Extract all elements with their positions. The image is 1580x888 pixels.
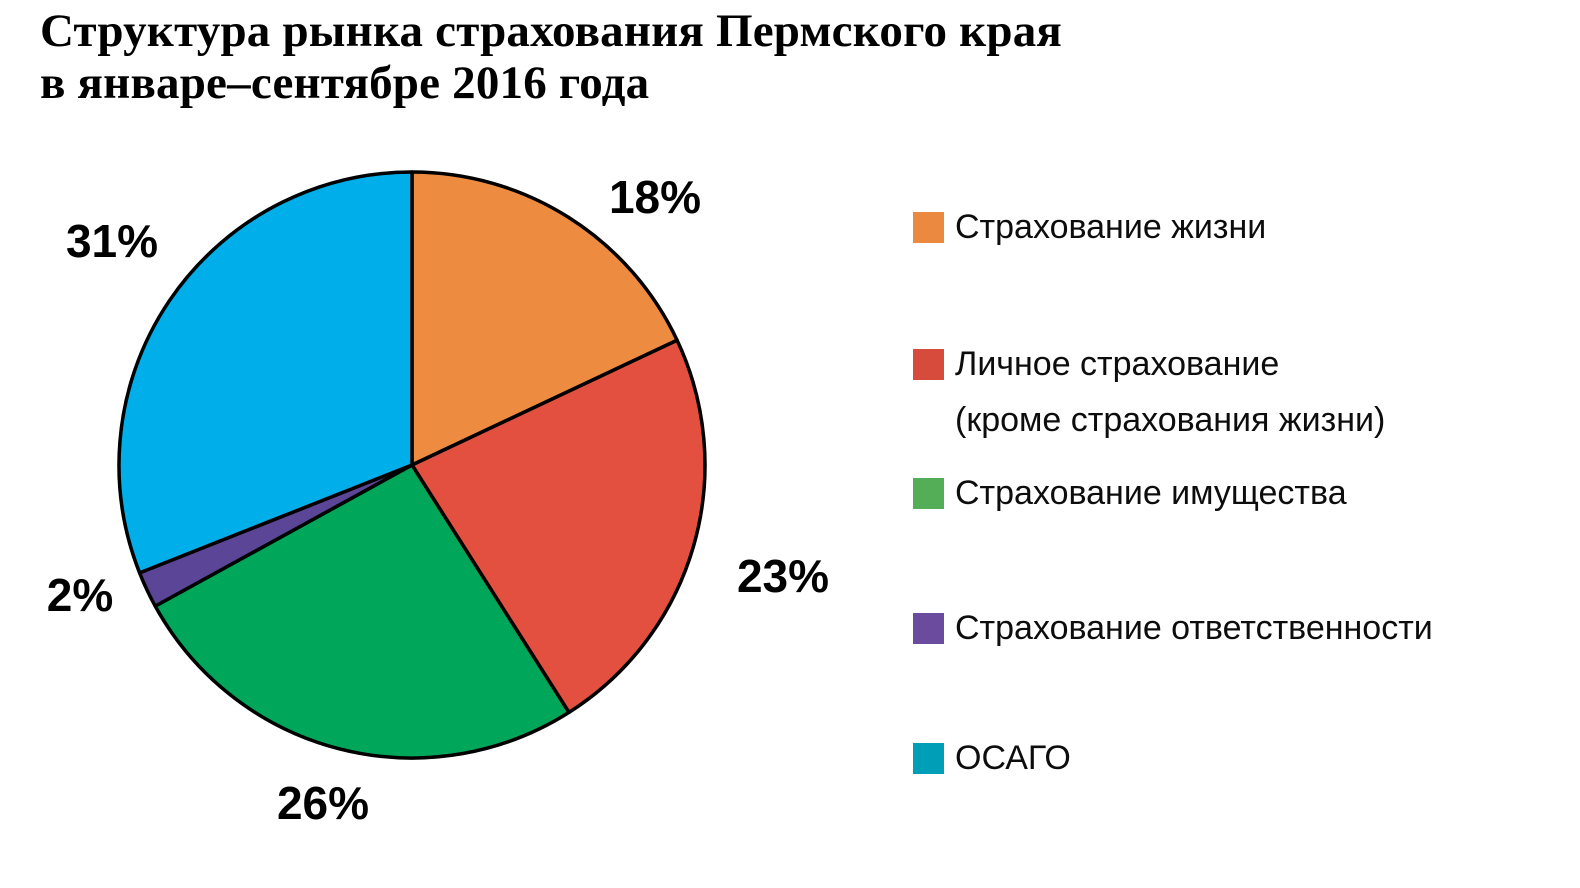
legend-item-life-insurance: Страхование жизни: [913, 205, 1266, 249]
chart-title-line2: в январе–сентябре 2016 года: [40, 56, 650, 109]
legend-swatch-personal-insurance: [913, 349, 944, 380]
legend-swatch-osago: [913, 743, 944, 774]
legend-item-property-insurance: Страхование имущества: [913, 471, 1347, 515]
chart-title: Структура рынка страхования Пермского кр…: [40, 5, 1063, 109]
legend-label-personal-insurance: Личное страхование (кроме страхования жи…: [955, 345, 1386, 439]
legend-item-liability-insurance: Страхование ответственности: [913, 606, 1433, 650]
legend-label-osago: ОСАГО: [955, 739, 1071, 777]
data-label-liability-insurance: 2%: [46, 569, 114, 621]
legend-swatch-property-insurance: [913, 478, 944, 509]
data-label-property-insurance: 26%: [276, 777, 370, 829]
data-label-personal-insurance: 23%: [736, 550, 830, 602]
legend-swatch-life-insurance: [913, 212, 944, 243]
pie-slice-3: [153, 463, 571, 760]
chart-title-line1: Структура рынка страхования Пермского кр…: [40, 5, 1063, 57]
pie-chart: [117, 170, 707, 760]
data-label-life-insurance: 18%: [608, 171, 702, 223]
pie-slice-2: [410, 338, 707, 715]
legend-label-property-insurance: Страхование имущества: [955, 474, 1347, 512]
legend-swatch-liability-insurance: [913, 613, 944, 644]
pie-slice-5: [117, 170, 414, 575]
legend-item-osago: ОСАГО: [913, 736, 1071, 780]
pie-slice-1: [410, 170, 679, 467]
legend-label-life-insurance: Страхование жизни: [955, 208, 1267, 246]
legend-item-personal-insurance: Личное страхование (кроме страхования жи…: [913, 342, 1385, 442]
legend-label-liability-insurance: Страхование ответственности: [955, 609, 1433, 647]
data-label-osago: 31%: [65, 215, 159, 267]
